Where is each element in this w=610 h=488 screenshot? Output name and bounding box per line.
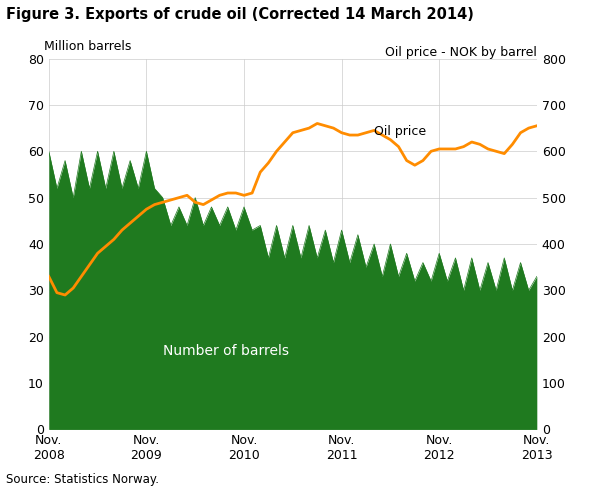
Text: Oil price: Oil price <box>374 125 426 138</box>
Y-axis label: Million barrels: Million barrels <box>44 40 131 53</box>
Text: Figure 3. Exports of crude oil (Corrected 14 March 2014): Figure 3. Exports of crude oil (Correcte… <box>6 7 474 22</box>
Text: Number of barrels: Number of barrels <box>163 344 289 358</box>
Y-axis label: Oil price - NOK by barrel: Oil price - NOK by barrel <box>385 45 537 59</box>
Text: Source: Statistics Norway.: Source: Statistics Norway. <box>6 472 159 486</box>
